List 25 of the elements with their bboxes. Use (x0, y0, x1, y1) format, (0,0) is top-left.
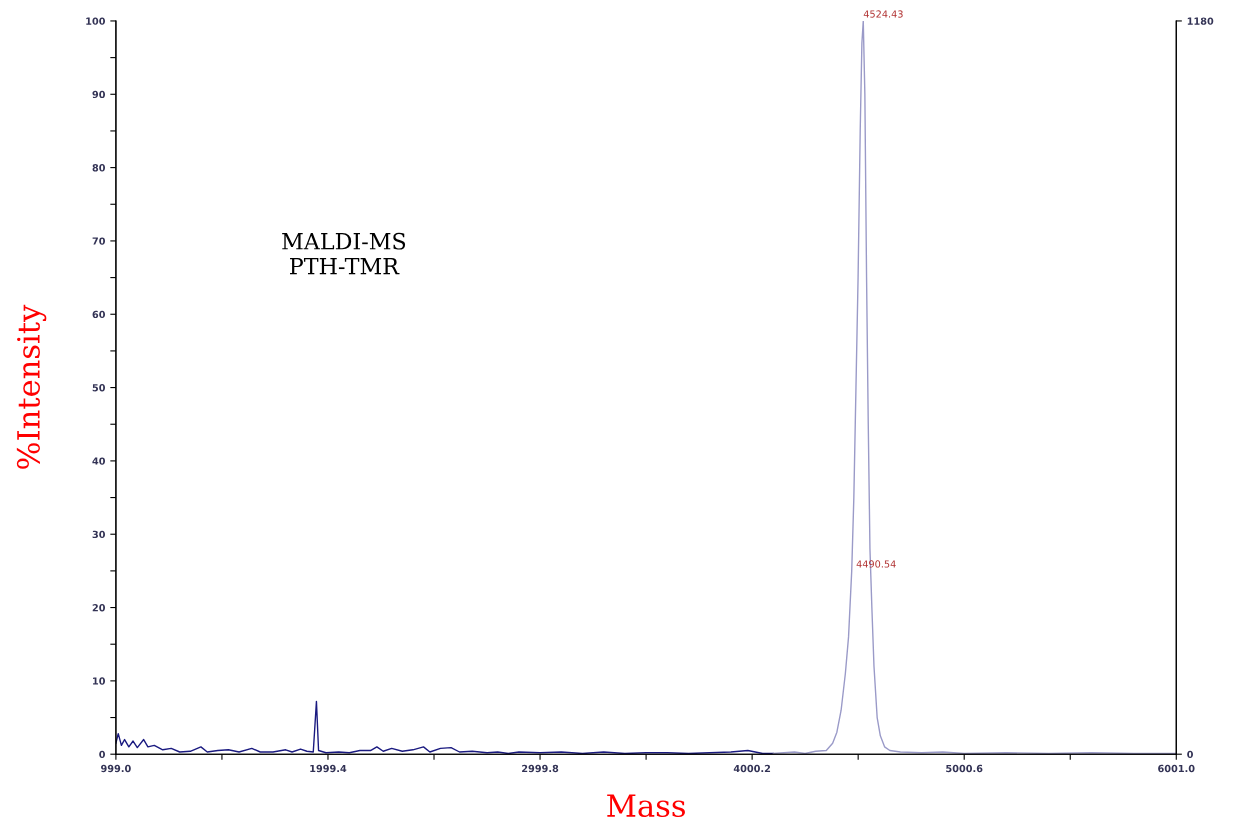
y-tick-label: 40 (92, 457, 106, 465)
y-axis-title: %Intensity (16, 304, 47, 469)
y-tick-label: 100 (86, 17, 106, 25)
y-tick-label: 80 (92, 164, 106, 172)
annotation: MALDI-MS PTH-TMR (282, 232, 406, 275)
y-tick-label: 60 (92, 310, 106, 319)
annotation: 4490.54 (856, 560, 896, 568)
line-series (115, 700, 774, 755)
y-tick-label: 70 (92, 237, 106, 245)
y-tick-label: 90 (92, 90, 106, 99)
y-tick-label: 30 (92, 530, 106, 539)
x-tick-label: 6001.0 (1158, 764, 1195, 773)
y-tick-label: 10 (93, 677, 106, 685)
x-tick-label: 5000.6 (946, 764, 983, 773)
y2-tick-label: 0 (1187, 750, 1193, 759)
y-tick-label: 50 (92, 384, 106, 392)
annotation: 4524.43 (863, 10, 903, 18)
y-tick-label: 0 (99, 750, 106, 759)
x-tick-label: 2999.8 (522, 764, 559, 773)
x-tick-label: 999.0 (101, 764, 131, 773)
y-tick-label: 20 (92, 604, 106, 612)
y2-tick-label: 1180 (1187, 17, 1214, 25)
x-tick-label: 1999.4 (310, 764, 347, 773)
x-tick-label: 4000.2 (733, 764, 771, 773)
x-axis-title: Mass (607, 794, 685, 818)
